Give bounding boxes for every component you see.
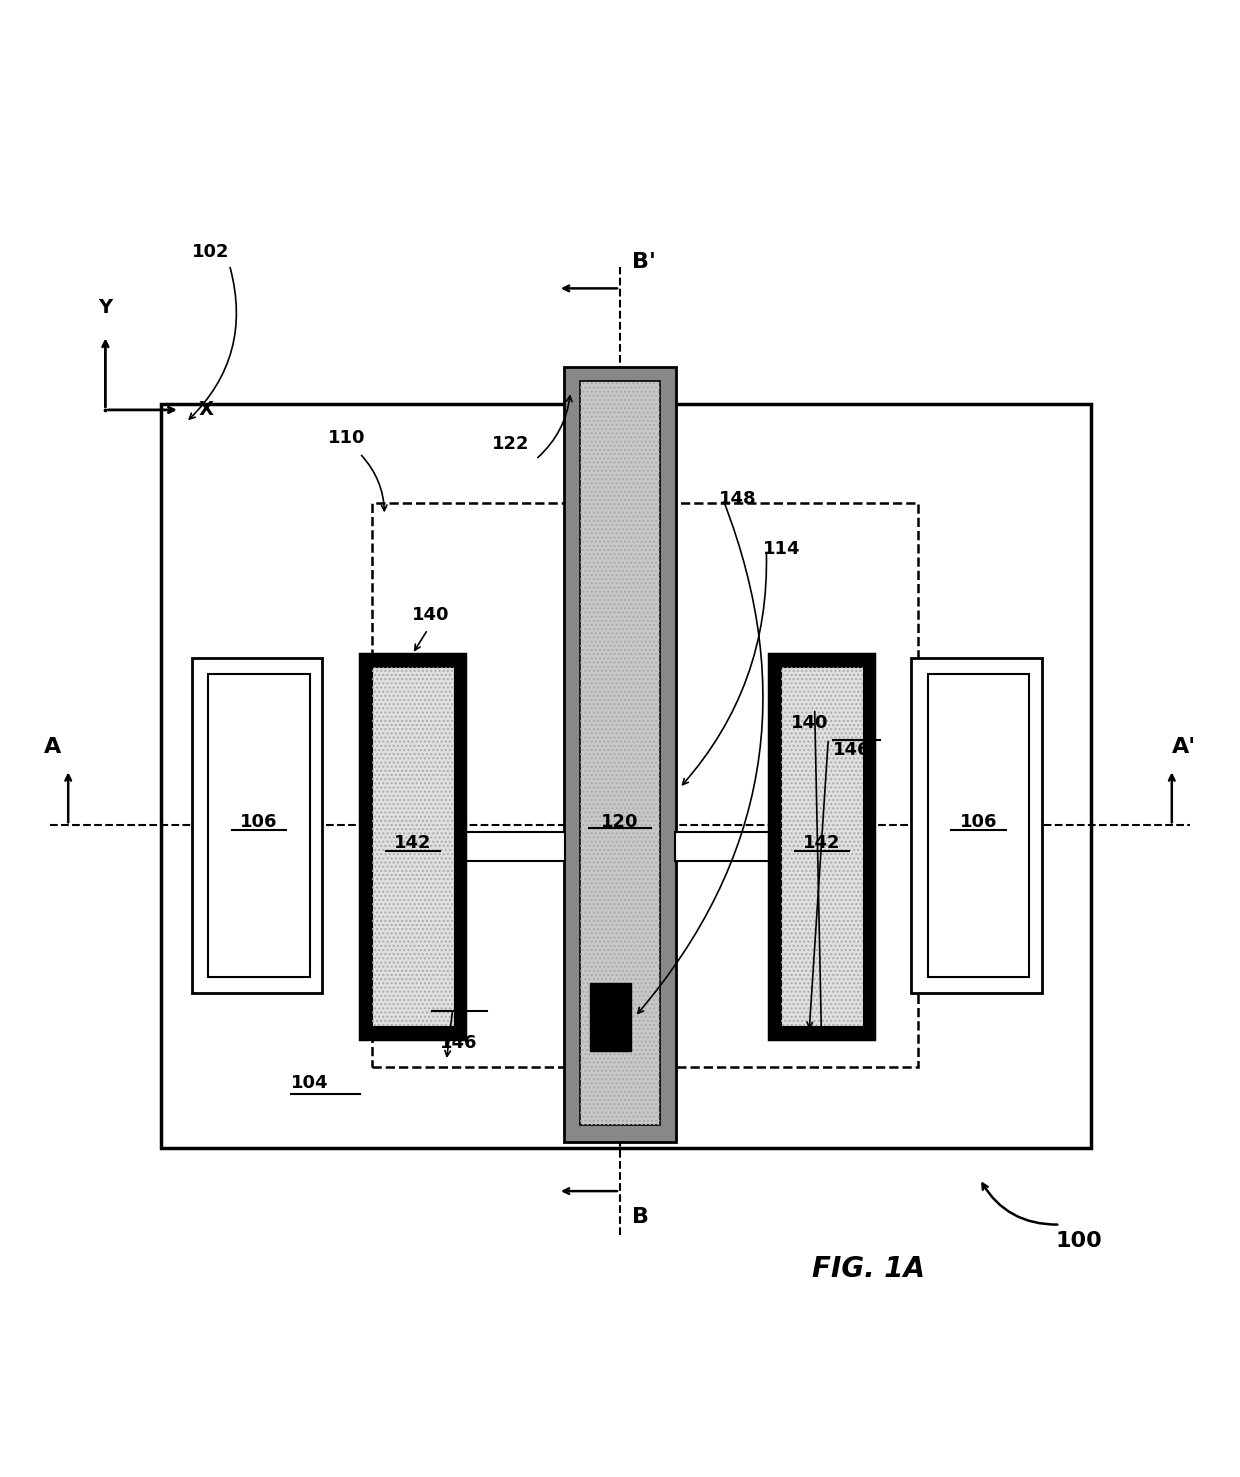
Text: A': A': [1172, 737, 1197, 758]
Text: 122: 122: [492, 436, 529, 453]
Bar: [580, 381, 660, 1125]
Bar: [465, 832, 565, 861]
Text: 142: 142: [804, 835, 841, 852]
Bar: [161, 403, 1091, 1148]
Text: 110: 110: [329, 430, 366, 448]
Text: 140: 140: [791, 713, 828, 731]
Bar: [564, 366, 676, 1142]
Text: B': B': [632, 253, 656, 272]
Bar: [928, 674, 1029, 976]
Text: 120: 120: [601, 812, 639, 832]
Text: Y: Y: [98, 298, 113, 318]
Text: 106: 106: [960, 812, 997, 832]
Bar: [769, 654, 874, 1038]
Text: 100: 100: [1055, 1230, 1102, 1251]
Text: B: B: [632, 1207, 650, 1227]
Bar: [580, 381, 660, 1125]
Bar: [911, 657, 1042, 993]
Text: A: A: [43, 737, 61, 758]
Text: FIG. 1A: FIG. 1A: [811, 1255, 925, 1284]
Text: 148: 148: [719, 490, 756, 508]
Text: 102: 102: [192, 244, 229, 261]
Bar: [590, 982, 631, 1052]
Text: 142: 142: [394, 835, 432, 852]
Bar: [360, 654, 465, 1038]
Text: 146: 146: [440, 1034, 477, 1052]
Text: 140: 140: [412, 607, 449, 625]
Bar: [372, 666, 454, 1027]
Bar: [372, 502, 918, 1066]
Bar: [192, 657, 322, 993]
Bar: [208, 674, 310, 976]
Bar: [372, 666, 454, 1027]
Text: 114: 114: [763, 541, 800, 558]
Bar: [675, 832, 769, 861]
Text: 106: 106: [241, 812, 278, 832]
Bar: [781, 666, 863, 1027]
Text: 104: 104: [291, 1074, 329, 1092]
Text: X: X: [198, 400, 213, 419]
Text: 146: 146: [833, 741, 870, 759]
Bar: [781, 666, 863, 1027]
